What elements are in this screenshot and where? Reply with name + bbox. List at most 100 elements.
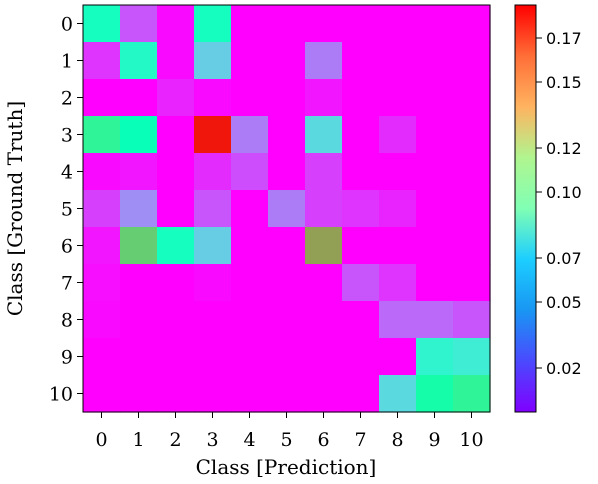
- y-tick-label: 0: [61, 14, 73, 36]
- heatmap-cell: [379, 153, 417, 191]
- y-tick-label: 3: [61, 125, 73, 147]
- heatmap-cell: [342, 301, 380, 339]
- heatmap-cell: [120, 264, 158, 302]
- heatmap-cell: [194, 79, 232, 117]
- heatmap-cell: [194, 5, 232, 43]
- heatmap-cell: [379, 116, 417, 154]
- heatmap-cell: [231, 42, 269, 80]
- heatmap-cell: [305, 301, 343, 339]
- heatmap-cell: [379, 79, 417, 117]
- x-tick-label: 8: [391, 429, 403, 451]
- heatmap-cell: [231, 375, 269, 413]
- heatmap-cell: [305, 264, 343, 302]
- heatmap-cell: [83, 264, 121, 302]
- x-tick-label: 9: [428, 429, 440, 451]
- heatmap-cell: [453, 153, 491, 191]
- heatmap-cell: [83, 375, 121, 413]
- heatmap-cell: [268, 264, 306, 302]
- heatmap-cell: [453, 116, 491, 154]
- heatmap-cell: [453, 227, 491, 265]
- heatmap-cell: [416, 375, 454, 413]
- colorbar: [514, 4, 537, 413]
- heatmap-cell: [194, 116, 232, 154]
- heatmap-cell: [120, 42, 158, 80]
- heatmap-cell: [157, 301, 195, 339]
- y-tick-label: 6: [61, 236, 73, 258]
- colorbar-ticks: 0.02 0.05 0.07 0.10 0.12 0.15 0.17: [536, 29, 582, 378]
- heatmap-cell: [453, 190, 491, 228]
- heatmap-cell: [120, 338, 158, 376]
- heatmap-cell: [157, 227, 195, 265]
- heatmap-cell: [305, 375, 343, 413]
- heatmap-cell: [268, 42, 306, 80]
- heatmap-cell: [268, 79, 306, 117]
- heatmap-cell: [342, 227, 380, 265]
- heatmap-cells: [83, 5, 491, 413]
- heatmap-cell: [342, 338, 380, 376]
- heatmap-cell: [157, 264, 195, 302]
- heatmap-cell: [342, 5, 380, 43]
- heatmap-cell: [231, 190, 269, 228]
- x-tick-label: 6: [317, 429, 329, 451]
- colorbar-tick-label: 0.05: [546, 293, 582, 312]
- heatmap-cell: [194, 227, 232, 265]
- heatmap-cell: [342, 116, 380, 154]
- heatmap-cell: [83, 79, 121, 117]
- colorbar-tick-label: 0.10: [546, 183, 582, 202]
- heatmap-cell: [416, 190, 454, 228]
- heatmap-cell: [268, 5, 306, 43]
- colorbar-tick-label: 0.12: [546, 139, 582, 158]
- heatmap-cell: [231, 227, 269, 265]
- heatmap-cell: [305, 79, 343, 117]
- heatmap-cell: [83, 42, 121, 80]
- heatmap-cell: [305, 42, 343, 80]
- heatmap-cell: [120, 301, 158, 339]
- heatmap-cell: [453, 338, 491, 376]
- y-tick-label: 10: [49, 384, 73, 406]
- heatmap-cell: [194, 264, 232, 302]
- heatmap-cell: [379, 5, 417, 43]
- heatmap-cell: [342, 264, 380, 302]
- heatmap-cell: [379, 338, 417, 376]
- heatmap-cell: [194, 301, 232, 339]
- x-tick-label: 2: [169, 429, 181, 451]
- heatmap-cell: [83, 338, 121, 376]
- heatmap-cell: [305, 227, 343, 265]
- heatmap-cell: [157, 116, 195, 154]
- heatmap-cell: [342, 190, 380, 228]
- heatmap-cell: [157, 42, 195, 80]
- y-tick-label: 7: [61, 273, 73, 295]
- heatmap-cell: [231, 338, 269, 376]
- heatmap-cell: [83, 116, 121, 154]
- colorbar-tick-label: 0.17: [546, 29, 582, 48]
- heatmap-cell: [379, 375, 417, 413]
- heatmap-cell: [379, 227, 417, 265]
- heatmap-cell: [83, 190, 121, 228]
- heatmap-cell: [120, 5, 158, 43]
- x-tick-label: 1: [132, 429, 144, 451]
- heatmap-cell: [83, 5, 121, 43]
- heatmap-cell: [416, 79, 454, 117]
- heatmap-cell: [453, 375, 491, 413]
- heatmap-cell: [416, 153, 454, 191]
- heatmap-cell: [379, 42, 417, 80]
- heatmap-cell: [268, 375, 306, 413]
- heatmap-cell: [157, 153, 195, 191]
- heatmap-cell: [453, 5, 491, 43]
- x-tick-label: 0: [95, 429, 107, 451]
- heatmap-cell: [305, 190, 343, 228]
- heatmap-cell: [157, 338, 195, 376]
- heatmap-cell: [416, 5, 454, 43]
- heatmap-cell: [83, 227, 121, 265]
- heatmap-cell: [194, 42, 232, 80]
- heatmap-cell: [268, 301, 306, 339]
- y-tick-label: 4: [61, 162, 73, 184]
- heatmap-cell: [231, 5, 269, 43]
- x-axis-title: Class [Prediction]: [196, 455, 377, 479]
- heatmap-cell: [268, 153, 306, 191]
- heatmap-cell: [83, 301, 121, 339]
- heatmap-cell: [416, 338, 454, 376]
- heatmap-cell: [268, 190, 306, 228]
- heatmap-cell: [305, 338, 343, 376]
- heatmap-cell: [379, 264, 417, 302]
